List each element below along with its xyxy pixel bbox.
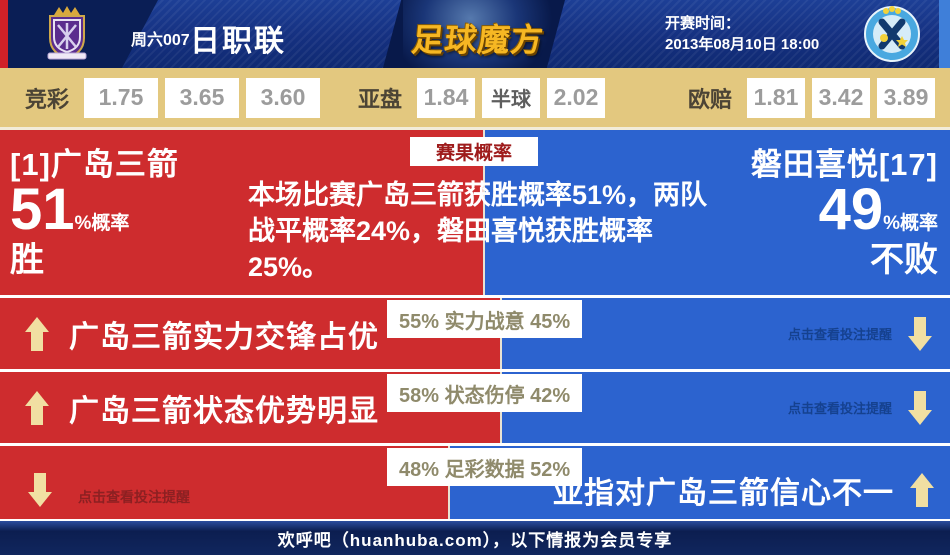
row1-away-link[interactable]: 点击查看投注提醒 bbox=[787, 327, 892, 342]
home-team-block: [1]广岛三箭 51 %概率 胜 bbox=[10, 139, 179, 281]
odds-value: 1.84 bbox=[417, 77, 476, 118]
header: 周六007 日职联 足球魔方 开赛时间： 2013年08月10日 18:00 bbox=[0, 0, 950, 68]
header-right-stripe bbox=[939, 0, 950, 68]
result-probability-section: 赛果概率 [1]广岛三箭 51 %概率 胜 本场比赛广岛三箭获胜概率51%，两队… bbox=[0, 130, 950, 295]
down-arrow-icon[interactable] bbox=[908, 316, 932, 351]
up-arrow-icon bbox=[25, 390, 49, 425]
home-percent-suffix: %概率 bbox=[74, 213, 130, 234]
odds-value: 2.02 bbox=[547, 77, 606, 118]
row2-home-text: 广岛三箭状态优势明显 bbox=[69, 394, 379, 428]
row3-home-link[interactable]: 点击查看投注提醒 bbox=[78, 489, 190, 505]
odds-label-yapan: 亚盘 bbox=[358, 86, 403, 112]
up-arrow-icon bbox=[910, 472, 934, 507]
away-half-background bbox=[485, 130, 950, 295]
odds-value: 3.89 bbox=[877, 77, 936, 118]
kickoff-label: 开赛时间： bbox=[665, 15, 741, 32]
odds-group-yapan: 亚盘 1.84 半球 2.02 bbox=[358, 68, 606, 127]
away-percent-suffix: %概率 bbox=[883, 213, 938, 234]
row3-home-side[interactable]: 点击查看投注提醒 bbox=[0, 446, 450, 519]
down-arrow-icon[interactable] bbox=[28, 473, 52, 507]
header-left-stripe bbox=[0, 0, 8, 68]
footer: 欢呼吧（huanhuba.com），以下情报为会员专享 bbox=[0, 521, 950, 555]
away-team-block: 磐田喜悦[17] 49 %概率 不败 bbox=[751, 139, 938, 281]
home-team-crest-icon bbox=[36, 5, 98, 68]
home-half-background bbox=[0, 130, 485, 295]
odds-value: 3.60 bbox=[246, 77, 321, 118]
home-team-name: [1]广岛三箭 bbox=[10, 147, 179, 182]
odds-group-oupei: 欧赔 1.81 3.42 3.89 bbox=[688, 68, 936, 127]
row3-away-text: 亚指对广岛三箭信心不一 bbox=[553, 476, 894, 510]
compare-row-form: 广岛三箭状态优势明显 点击查看投注提醒 58% 状态伤停 42% bbox=[0, 372, 950, 443]
odds-value: 1.75 bbox=[84, 77, 159, 118]
row1-badge: 55% 实力战意 45% bbox=[387, 300, 583, 338]
footer-text: 欢呼吧（huanhuba.com），以下情报为会员专享 bbox=[277, 530, 673, 550]
kickoff-datetime: 2013年08月10日 18:00 bbox=[665, 36, 820, 53]
away-percent-line: 49 %概率 bbox=[751, 180, 938, 240]
away-percent: 49 bbox=[818, 177, 884, 242]
league-name: 日职联 bbox=[190, 25, 286, 58]
match-code: 周六007 bbox=[131, 32, 190, 49]
compare-row-betting-data: 点击查看投注提醒 亚指对广岛三箭信心不一 48% 足彩数据 52% bbox=[0, 446, 950, 519]
away-team-name: 磐田喜悦[17] bbox=[750, 147, 938, 182]
probability-summary: 本场比赛广岛三箭获胜概率51%，两队战平概率24%，磐田喜悦获胜概率25%。 bbox=[248, 180, 708, 282]
row2-away-link[interactable]: 点击查看投注提醒 bbox=[787, 401, 892, 416]
row2-home-side: 广岛三箭状态优势明显 bbox=[0, 372, 502, 443]
away-result: 不败 bbox=[870, 241, 938, 279]
site-logo: 足球魔方 bbox=[409, 22, 546, 58]
home-result: 胜 bbox=[10, 241, 44, 279]
row1-home-text: 广岛三箭实力交锋占优 bbox=[69, 320, 379, 354]
away-team-crest-icon bbox=[862, 4, 922, 68]
odds-value: 1.81 bbox=[747, 77, 806, 118]
compare-row-strength: 广岛三箭实力交锋占优 点击查看投注提醒 55% 实力战意 45% bbox=[0, 298, 950, 369]
site-logo-panel bbox=[383, 0, 565, 68]
kickoff-time: 开赛时间： 2013年08月10日 18:00 bbox=[665, 13, 819, 55]
odds-label-jingcai: 竞彩 bbox=[25, 86, 70, 112]
odds-label-oupei: 欧赔 bbox=[688, 86, 733, 112]
row2-badge: 58% 状态伤停 42% bbox=[387, 374, 583, 412]
home-percent-line: 51 %概率 bbox=[10, 180, 179, 240]
probability-badge: 赛果概率 bbox=[410, 137, 538, 166]
row3-badge: 48% 足彩数据 52% bbox=[387, 448, 583, 486]
down-arrow-icon[interactable] bbox=[908, 390, 932, 425]
home-percent: 51 bbox=[10, 177, 75, 242]
odds-group-jingcai: 竞彩 1.75 3.65 3.60 bbox=[25, 68, 321, 127]
odds-value: 3.65 bbox=[165, 77, 240, 118]
odds-bar: 竞彩 1.75 3.65 3.60 亚盘 1.84 半球 2.02 欧赔 1.8… bbox=[0, 68, 950, 130]
odds-handicap: 半球 bbox=[482, 77, 541, 118]
odds-value: 3.42 bbox=[812, 77, 871, 118]
up-arrow-icon bbox=[25, 316, 49, 351]
